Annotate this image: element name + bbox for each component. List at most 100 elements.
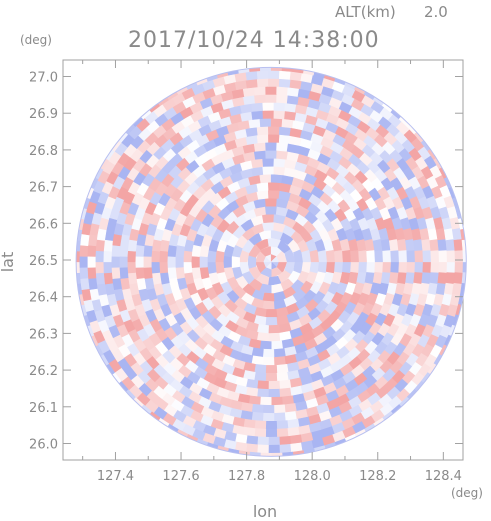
radar-bin [276,428,289,438]
radar-bin [267,388,281,398]
radar-bin [265,86,278,95]
radar-bin [253,86,267,96]
radar-bin [262,101,275,111]
radar-bin [406,261,416,274]
radar-bin [102,250,112,263]
radar-bin [268,133,281,143]
radar-bin [267,324,281,334]
radar-bin [265,94,278,103]
radar-bin [262,157,275,167]
radar-bin [245,78,259,89]
radar-bin [429,239,440,252]
radar-bin [398,250,408,263]
radar-bin [126,261,136,274]
radar-bin [342,261,352,274]
radar-bin [134,244,145,257]
radar-bin [259,67,272,72]
radar-bin [256,388,269,398]
radar-bin [191,255,200,269]
y-tick-label: 26.4 [29,291,58,306]
radar-bin [267,125,281,135]
radar-bin [429,272,440,285]
radar-bin [245,70,259,81]
radar-bin [390,250,400,263]
y-tick-label: 26.3 [29,327,58,342]
radar-bin [86,244,97,257]
radar-bin [278,134,292,144]
radar-bin [103,272,113,285]
radar-bin [278,126,292,136]
y-tick-label: 26.6 [29,217,58,232]
radar-bin [374,261,384,274]
x-tick-label: 128.4 [425,469,462,484]
radar-bin [267,181,281,191]
y-tick-label: 26.0 [29,437,58,452]
radar-bin [281,451,294,457]
radar-bin [273,165,286,176]
radar-bin [223,255,232,269]
radar-bin [285,460,297,469]
radar-bin [264,206,278,215]
x-tick-label: 128.2 [359,469,396,484]
radar-bin [78,266,89,280]
radar-bin [278,70,292,80]
radar-bin [102,261,112,274]
radar-bin [471,262,479,273]
radar-bin [469,229,478,241]
radar-bin [268,380,281,390]
radar-bin [94,250,104,263]
radar-bin [111,255,120,268]
radar-bin [276,420,289,430]
radar-bin [334,261,344,274]
radar-bin [175,266,185,280]
radar-bin [350,261,360,274]
radar-bin [262,165,275,175]
radar-bin [366,261,376,274]
radar-bin [142,244,153,257]
radar-bin [259,396,272,406]
radar-bin [256,436,269,446]
radar-bin [469,283,478,295]
y-tick-label: 26.1 [29,401,58,416]
y-tick-label: 26.2 [29,364,58,379]
radar-bin [461,239,467,252]
radar-bin [87,255,96,268]
radar-bin [259,452,272,457]
x-tick-label: 127.6 [162,469,199,484]
radar-bin [199,255,208,268]
radar-bin [267,332,281,342]
radar-bin [382,261,392,274]
radar-bin [438,250,448,263]
radar-bin [262,109,275,119]
radar-bin [273,109,286,120]
radar-bin [265,150,278,159]
radar-bin [325,261,336,274]
radar-bin [252,460,263,469]
radar-bin [276,372,289,382]
radar-bin [358,261,368,274]
radar-bin [273,348,286,358]
radar-bin [158,250,169,263]
radar-bin [273,412,286,422]
radar-bin [421,272,432,285]
radar-bin [446,250,456,263]
radar-bin [281,67,294,72]
radar-bin [268,444,280,454]
radar-bin [256,189,269,200]
radar-bin [261,300,275,310]
radar-bin [254,94,267,104]
radar-bin [334,249,344,263]
radar-bin [158,261,169,274]
radar-bin [437,239,448,252]
radar-bin [256,444,269,454]
radar-bin [256,332,269,342]
radar-bin [206,249,217,263]
radar-bin [453,239,464,252]
radar-bin [264,309,278,318]
radar-bin [110,266,121,280]
radar-bin [461,272,467,285]
radar-bin [414,261,424,274]
radar-bin [79,255,88,268]
radar-bin [264,198,278,207]
radar-bin [430,250,440,263]
